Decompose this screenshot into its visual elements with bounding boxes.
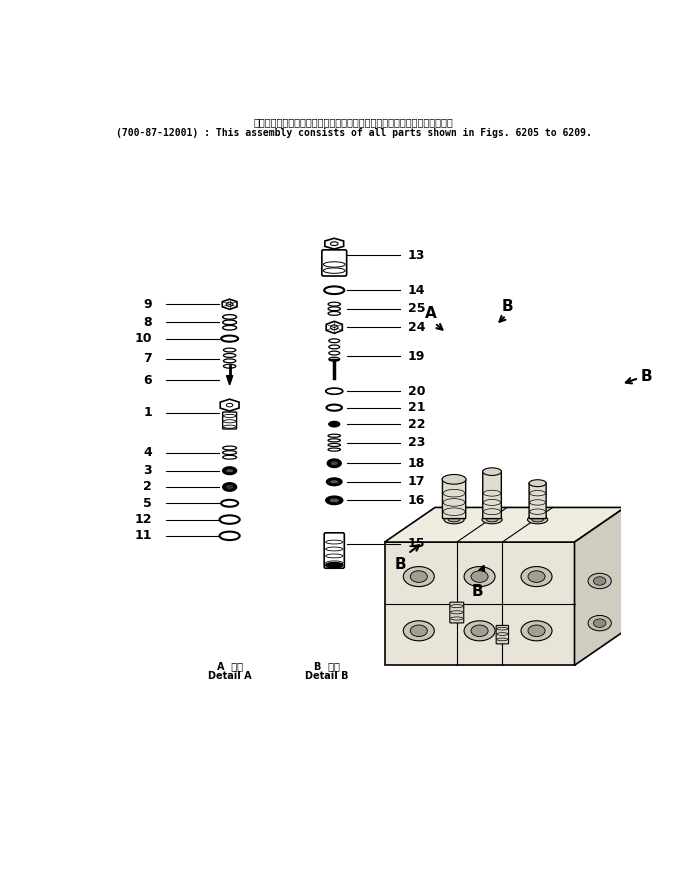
Text: 16: 16 [408,494,425,507]
Ellipse shape [528,516,548,524]
Ellipse shape [326,496,343,505]
Text: 21: 21 [408,401,425,414]
Text: 4: 4 [144,446,152,459]
Text: 7: 7 [144,352,152,365]
FancyBboxPatch shape [529,483,546,518]
Text: (700-87-12001) : This assembly consists of all parts shown in Figs. 6205 to 6209: (700-87-12001) : This assembly consists … [116,128,591,137]
Text: このアセンブリの構成部品は第６２０５図から第６２０９図まで含みます。: このアセンブリの構成部品は第６２０５図から第６２０９図まで含みます。 [254,118,453,128]
Ellipse shape [471,625,488,637]
Ellipse shape [529,480,546,487]
Text: 19: 19 [408,350,425,363]
FancyBboxPatch shape [322,250,346,276]
Text: Detail A: Detail A [208,671,251,681]
Ellipse shape [532,517,544,522]
Ellipse shape [329,498,339,503]
Ellipse shape [521,566,552,587]
Text: B: B [640,369,652,384]
Text: 12: 12 [135,513,152,526]
Ellipse shape [329,421,339,426]
Ellipse shape [588,615,611,631]
Ellipse shape [327,459,342,467]
Text: 3: 3 [144,464,152,477]
Ellipse shape [593,577,606,585]
FancyBboxPatch shape [324,533,344,568]
Ellipse shape [403,621,434,640]
Ellipse shape [528,625,545,637]
Text: 25: 25 [408,302,425,315]
Text: 18: 18 [408,457,425,470]
Polygon shape [226,376,233,384]
Text: Detail B: Detail B [305,671,348,681]
Ellipse shape [471,571,488,582]
Polygon shape [384,542,575,665]
Ellipse shape [464,566,495,587]
Polygon shape [575,508,625,665]
Ellipse shape [326,563,343,568]
Ellipse shape [521,621,552,640]
Ellipse shape [411,571,427,582]
Ellipse shape [403,566,434,587]
FancyBboxPatch shape [496,625,509,644]
Text: B  詳細: B 詳細 [313,662,339,672]
Text: 9: 9 [144,298,152,310]
Text: 24: 24 [408,321,425,334]
Text: 2: 2 [144,481,152,493]
Text: 11: 11 [135,529,152,542]
Ellipse shape [442,475,466,484]
Ellipse shape [444,516,464,524]
Text: 22: 22 [408,417,425,431]
Ellipse shape [588,574,611,589]
Text: A: A [425,307,437,321]
Ellipse shape [483,467,502,475]
Ellipse shape [223,483,237,491]
Polygon shape [325,238,344,249]
FancyBboxPatch shape [442,479,466,518]
Ellipse shape [486,517,498,522]
Text: 5: 5 [144,497,152,510]
FancyBboxPatch shape [223,412,237,429]
Polygon shape [384,508,625,542]
Ellipse shape [223,467,237,475]
Ellipse shape [593,619,606,627]
Ellipse shape [226,484,233,490]
Ellipse shape [226,469,233,473]
Ellipse shape [482,516,502,524]
Ellipse shape [331,461,338,466]
Text: 13: 13 [408,249,425,261]
Text: 17: 17 [408,475,425,488]
Text: 20: 20 [408,384,425,398]
Text: B: B [502,299,513,314]
Text: B: B [394,558,406,573]
Ellipse shape [448,517,460,522]
Text: 1: 1 [144,407,152,419]
Ellipse shape [528,571,545,582]
Text: 15: 15 [408,537,425,550]
Ellipse shape [464,621,495,640]
Text: 8: 8 [144,316,152,329]
Text: 14: 14 [408,284,425,297]
Text: 10: 10 [135,332,152,345]
Text: 6: 6 [144,374,152,387]
Text: 23: 23 [408,436,425,450]
Text: B: B [472,584,484,599]
Text: A  詳細: A 詳細 [217,662,243,672]
FancyBboxPatch shape [450,602,464,623]
Ellipse shape [326,478,342,485]
Ellipse shape [330,480,339,483]
Ellipse shape [411,625,427,637]
FancyBboxPatch shape [483,471,502,518]
